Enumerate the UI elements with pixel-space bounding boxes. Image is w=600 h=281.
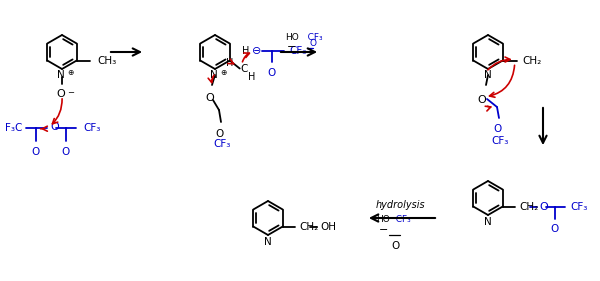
Text: O: O <box>56 89 65 99</box>
Text: CF₃: CF₃ <box>571 201 588 212</box>
Text: C: C <box>241 65 248 74</box>
Text: O: O <box>50 122 59 132</box>
Text: CH₂: CH₂ <box>520 201 539 212</box>
Text: CH₂: CH₂ <box>523 56 542 65</box>
Text: N: N <box>484 217 492 227</box>
Text: O: O <box>494 124 502 134</box>
Text: H: H <box>248 71 255 81</box>
Text: N: N <box>210 70 218 80</box>
Text: O: O <box>268 67 276 78</box>
Text: O: O <box>32 147 40 157</box>
Text: CF₃: CF₃ <box>299 33 323 42</box>
Text: N: N <box>57 70 65 80</box>
Text: HO: HO <box>376 216 390 225</box>
Text: CF₃: CF₃ <box>390 216 411 225</box>
Text: O: O <box>478 95 487 105</box>
Text: O: O <box>551 225 559 235</box>
Text: CF₃: CF₃ <box>491 136 509 146</box>
Text: CF₃: CF₃ <box>214 139 230 149</box>
Text: HO: HO <box>285 33 299 42</box>
Text: ⊕: ⊕ <box>67 68 73 77</box>
Text: O: O <box>391 241 399 251</box>
Text: −: − <box>67 88 74 97</box>
Text: −: − <box>287 42 296 52</box>
Text: H: H <box>242 46 250 56</box>
Text: hydrolysis: hydrolysis <box>375 200 425 210</box>
Text: O: O <box>540 201 548 212</box>
Text: ⊖: ⊖ <box>252 46 262 56</box>
Text: O: O <box>206 93 214 103</box>
Text: CF₃: CF₃ <box>290 46 307 56</box>
Text: O: O <box>216 129 224 139</box>
Text: OH: OH <box>321 221 337 232</box>
Text: −: − <box>379 225 389 235</box>
Text: N: N <box>484 70 492 80</box>
Text: CH₂: CH₂ <box>300 221 319 232</box>
Text: CF₃: CF₃ <box>83 123 100 133</box>
Text: ⊕: ⊕ <box>220 68 226 77</box>
Text: H: H <box>226 58 234 67</box>
Text: CH₃: CH₃ <box>98 56 117 65</box>
Text: F₃C: F₃C <box>5 123 22 133</box>
Text: O: O <box>62 147 70 157</box>
Text: N: N <box>264 237 272 247</box>
Text: O: O <box>310 40 317 49</box>
